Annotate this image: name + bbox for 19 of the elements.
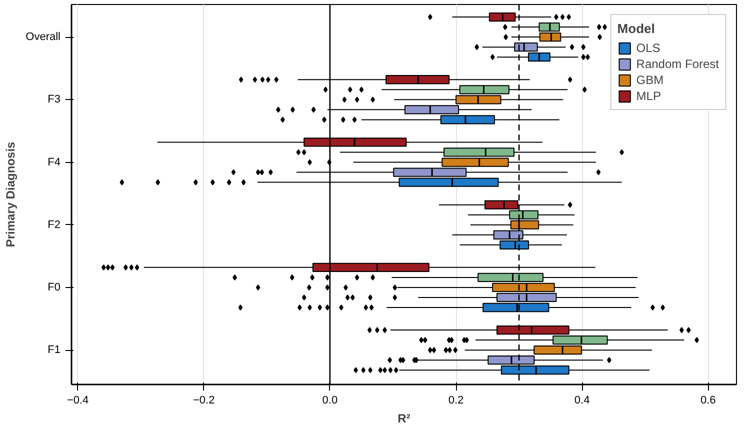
x-axis-title: R² (398, 412, 410, 426)
y-tick-label: F1 (48, 344, 61, 356)
y-axis-title: Primary Diagnosis (4, 141, 18, 248)
legend-label: GBM (636, 73, 664, 87)
legend-label: MLP (636, 89, 661, 103)
x-tick-label: 0.6 (700, 394, 716, 406)
y-tick-label: Overall (26, 31, 60, 44)
y-tick-label: F0 (48, 281, 61, 294)
x-tick-label: 0.2 (448, 394, 464, 406)
y-tick-label: F4 (48, 156, 61, 168)
y-tick-label: F2 (48, 218, 61, 231)
legend-label: OLS (636, 41, 660, 55)
legend-title: Model (617, 21, 656, 36)
x-tick-label: 0.0 (322, 394, 338, 406)
y-tick-label: F3 (48, 94, 61, 106)
x-tick-label: −0.2 (193, 394, 215, 406)
x-tick-label: 0.4 (574, 394, 590, 406)
x-tick-label: −0.4 (66, 394, 89, 406)
legend-label: Random Forest (636, 57, 719, 71)
